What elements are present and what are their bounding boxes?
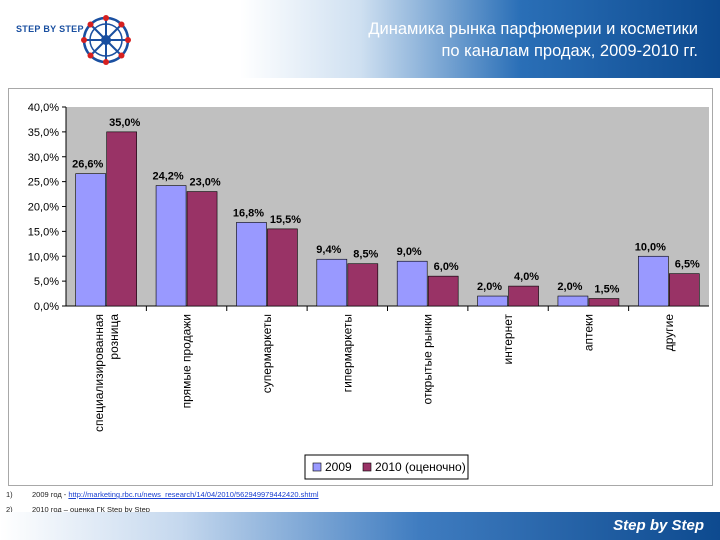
x-category-label: гипермаркеты (340, 314, 354, 392)
bar-2010 (588, 298, 620, 307)
chart-frame: 0,0% 5,0% 10,0% 15,0% 20,0% 25,0% 30,0% 35,0% 40… (8, 88, 713, 486)
legend-label-2010: 2010 (оценочно) (375, 460, 466, 474)
footnote-2-text: 2010 год – оценка ГК Step by Step (32, 505, 150, 514)
bar-2009 (316, 258, 348, 307)
bar-2010 (267, 228, 298, 307)
data-label: 9,0% (397, 246, 422, 258)
x-category-label: прямые продажи (180, 314, 194, 408)
data-label: 4,0% (514, 271, 539, 283)
y-tick-label: 35,0% (28, 127, 59, 139)
x-category-label: специализированнаярозница (92, 314, 121, 432)
bar-2010 (508, 285, 539, 307)
footnote-2-number: 2) (6, 505, 13, 514)
y-tick-label: 15,0% (28, 226, 59, 238)
bar-2010 (669, 273, 700, 307)
page-title: Динамика рынка парфюмерии и косметики по… (238, 18, 698, 62)
bar-2009 (477, 295, 508, 307)
y-tick-label: 30,0% (28, 152, 59, 164)
bar-2010 (347, 263, 379, 307)
data-label: 23,0% (189, 177, 220, 189)
x-category-label: другие (662, 314, 676, 352)
bar-2009 (638, 255, 669, 307)
data-label: 26,6% (72, 159, 103, 171)
source-link[interactable]: http://marketing.rbc.ru/news_research/14… (68, 490, 319, 499)
x-category-label: интернет (501, 313, 515, 364)
y-tick-label: 25,0% (28, 177, 59, 189)
title-line-1: Динамика рынка парфюмерии и косметики (368, 20, 698, 38)
legend-label-2009: 2009 (325, 460, 352, 474)
legend-swatch-2009 (312, 462, 322, 472)
y-tick-label: 20,0% (28, 202, 59, 214)
bar-chart: 0,0% 5,0% 10,0% 15,0% 20,0% 25,0% 30,0% 35,0% 40… (28, 102, 709, 480)
bar-2010 (186, 191, 218, 307)
y-tick-label: 40,0% (28, 102, 59, 114)
y-tick-label: 0,0% (34, 301, 59, 313)
data-label: 8,5% (353, 249, 378, 261)
data-label: 2,0% (557, 281, 582, 293)
x-category-label: аптеки (581, 314, 595, 351)
data-label: 16,8% (233, 207, 264, 219)
footnote-1: 1) 2009 год - http://marketing.rbc.ru/ne… (6, 488, 706, 503)
legend (304, 454, 469, 480)
data-label: 35,0% (109, 117, 140, 129)
data-label: 10,0% (635, 241, 666, 253)
footnote-1-number: 1) (6, 490, 13, 499)
data-label: 15,5% (270, 214, 301, 226)
legend-swatch-2010 (362, 462, 372, 472)
data-label: 6,0% (434, 261, 459, 273)
step-by-step-logo (81, 15, 131, 65)
footnote-1-prefix: 2009 год - (32, 490, 69, 499)
bar-2010 (427, 275, 459, 307)
bar-2009 (155, 185, 187, 307)
y-tick-label: 5,0% (34, 276, 59, 288)
footnote-2: 2) 2010 год – оценка ГК Step by Step (6, 503, 706, 518)
title-line-2: по каналам продаж, 2009-2010 гг. (441, 42, 698, 60)
data-label: 1,5% (594, 284, 619, 296)
logo-text: STEP BY STEP (16, 24, 84, 34)
footnote-1-text: 2009 год - http://marketing.rbc.ru/news_… (32, 490, 319, 499)
data-label: 24,2% (152, 171, 183, 183)
compass-wheel-icon (81, 15, 131, 65)
data-label: 6,5% (675, 259, 700, 271)
bar-2010 (106, 131, 137, 307)
footer-band: Step by Step (0, 512, 720, 540)
x-category-label: супермаркеты (260, 314, 274, 393)
bar-2009 (75, 173, 106, 307)
y-tick-label: 10,0% (28, 251, 59, 263)
bar-2009 (557, 295, 589, 307)
bar-2009 (236, 222, 267, 307)
x-category-label: открытые рынки (421, 314, 435, 404)
footnotes: 1) 2009 год - http://marketing.rbc.ru/ne… (6, 488, 706, 518)
data-label: 9,4% (316, 244, 341, 256)
data-label: 2,0% (477, 281, 502, 293)
bar-2009 (396, 260, 428, 307)
footer-brand: Step by Step (613, 517, 704, 534)
